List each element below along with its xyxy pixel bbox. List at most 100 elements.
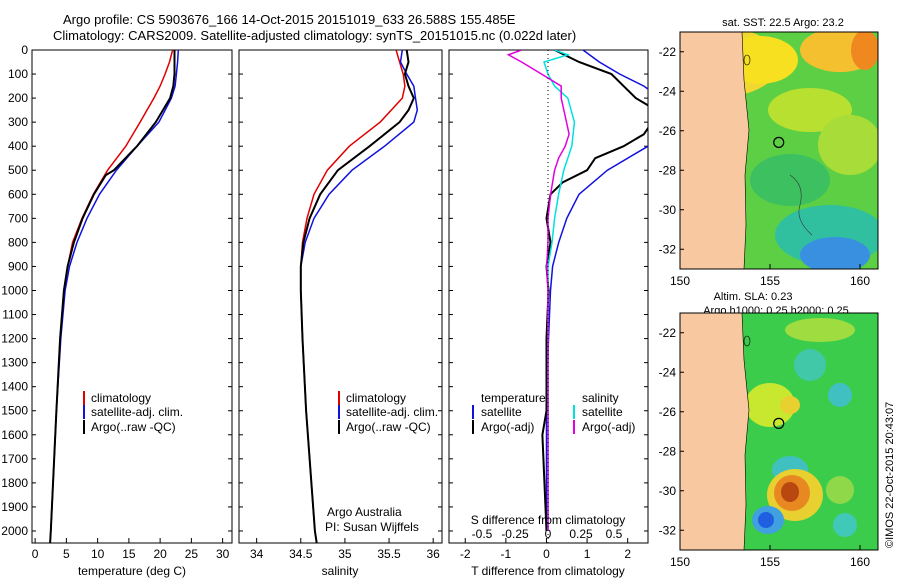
sst-bathymetry-contour <box>789 174 813 236</box>
sst-hot-spot <box>851 32 878 70</box>
map-lat-label: -28 <box>659 163 677 177</box>
sla-map-frame <box>679 312 879 551</box>
legend-t-argo-label: Argo(-adj) <box>481 420 534 434</box>
map-lat-label: -24 <box>659 84 677 98</box>
temperature-legend: climatology satellite-adj. clim. Argo(..… <box>83 391 183 434</box>
sst-map-frame <box>679 31 879 270</box>
x-tick-label: 34 <box>250 547 264 561</box>
sst-map <box>680 32 878 269</box>
temperature-panel-frame <box>31 49 233 544</box>
depth-tick-label: 600 <box>8 187 28 201</box>
x-tick-label: 20 <box>153 547 167 561</box>
depth-tick-label: 1800 <box>1 476 28 490</box>
depth-tick-label: 0 <box>21 43 28 57</box>
map-lat-label: -26 <box>659 405 677 419</box>
salinity-legend: climatology satellite-adj. clim. Argo(..… <box>338 391 438 434</box>
sst-cold-patch <box>800 237 870 269</box>
sst-green-patch <box>750 154 830 206</box>
sla-positive-north <box>785 318 855 342</box>
x-tick-label: 5 <box>63 547 70 561</box>
series-line-satellite-adj-clim- <box>49 50 180 543</box>
legend-satellite-label: satellite-adj. clim. <box>346 405 438 419</box>
sst-map-title: sat. SST: 22.5 Argo: 23.2 <box>722 17 844 29</box>
depth-tick-label: 900 <box>8 259 28 273</box>
map-lat-label: -24 <box>659 365 677 379</box>
depth-tick-label: 1400 <box>1 380 28 394</box>
series-line-salinity-argo-adj- <box>506 50 570 531</box>
depth-tick-label: 800 <box>8 235 28 249</box>
argo-location-marker <box>773 136 785 148</box>
sla-positive-west-core <box>780 396 800 414</box>
depth-tick-label: 1500 <box>1 404 28 418</box>
depth-tick-label: 100 <box>8 67 28 81</box>
map-lon-label: 155 <box>760 555 780 569</box>
depth-tick-label: 200 <box>8 91 28 105</box>
s-difference-axis-label: S difference from climatology <box>471 513 626 527</box>
depth-tick-label: 400 <box>8 139 28 153</box>
s-tick-label: 0.5 <box>606 527 623 541</box>
sla-eddy-core <box>781 482 799 502</box>
title-line-1: Argo profile: CS 5903676_166 14-Oct-2015… <box>63 12 516 27</box>
map-lon-label: 160 <box>850 555 870 569</box>
sla-negative-north <box>794 349 826 381</box>
depth-tick-label: 1900 <box>1 500 28 514</box>
x-tick-label: 15 <box>122 547 136 561</box>
series-line-argo-raw-qc- <box>49 50 176 543</box>
legend-s-argo-label: Argo(-adj) <box>582 420 635 434</box>
depth-tick-label: 1700 <box>1 452 28 466</box>
legend-t-satellite-label: satellite <box>481 405 522 419</box>
map-lat-label: -28 <box>659 444 677 458</box>
depth-tick-label: 2000 <box>1 524 28 538</box>
map-lon-label: 160 <box>850 274 870 288</box>
sst-australia-coast <box>680 32 750 269</box>
sla-negative-south <box>833 513 857 537</box>
depth-tick-label: 1600 <box>1 428 28 442</box>
x-tick-label: 35.5 <box>377 547 401 561</box>
s-tick-label: 0.25 <box>569 527 593 541</box>
difference-legend: temperature satellite Argo(-adj) salinit… <box>472 391 635 434</box>
depth-tick-label: 1300 <box>1 356 28 370</box>
x-tick-label: 34.5 <box>289 547 313 561</box>
depth-tick-label: 300 <box>8 115 28 129</box>
x-tick-label: 36 <box>426 547 440 561</box>
map-lat-label: -22 <box>659 45 677 59</box>
x-tick-label: 0 <box>32 547 39 561</box>
salinity-axis-label: salinity <box>322 564 359 578</box>
depth-tick-label: 1000 <box>1 283 28 297</box>
sla-positive-east <box>826 476 854 504</box>
legend-s-satellite-label: satellite <box>582 405 623 419</box>
legend-salinity-heading: salinity <box>582 391 619 405</box>
map-lat-label: -26 <box>659 124 677 138</box>
x-tick-label: 2 <box>624 547 631 561</box>
series-line-climatology <box>300 50 406 543</box>
series-line-argo-raw-qc- <box>299 50 415 543</box>
series-line-satellite-adj-clim- <box>300 50 419 543</box>
x-tick-label: -1 <box>501 547 512 561</box>
x-tick-label: -2 <box>460 547 471 561</box>
x-tick-label: 25 <box>185 547 199 561</box>
legend-climatology-label: climatology <box>346 391 406 405</box>
map-lat-label: -32 <box>659 242 677 256</box>
t-difference-axis-label: T difference from climatology <box>471 564 625 578</box>
sst-reef-outline <box>743 54 751 66</box>
sla-map-title: Altim. SLA: 0.23 <box>714 291 793 303</box>
argo-location-marker <box>773 417 785 429</box>
map-lat-label: -22 <box>659 326 677 340</box>
sla-positive-west <box>745 383 795 427</box>
title-line-2: Climatology: CARS2009. Satellite-adjuste… <box>53 28 577 43</box>
salinity-panel-frame <box>238 49 443 544</box>
depth-tick-label: 700 <box>8 211 28 225</box>
legend-climatology-label: climatology <box>91 391 151 405</box>
s-tick-label: -0.25 <box>501 527 529 541</box>
x-tick-label: 35 <box>338 547 352 561</box>
imos-watermark: ©IMOS 22-Oct-2015 20:43:07 <box>884 402 896 548</box>
series-line-temperature-satellite <box>545 50 648 531</box>
legend-argo-label: Argo(..raw -QC) <box>91 420 176 434</box>
legend-argo-label: Argo(..raw -QC) <box>346 420 431 434</box>
sla-reef-outline <box>743 335 751 347</box>
s-tick-label: -0.5 <box>472 527 493 541</box>
map-lon-label: 155 <box>760 274 780 288</box>
legend-satellite-label: satellite-adj. clim. <box>91 405 183 419</box>
pi-credit: PI: Susan Wijffels <box>325 520 419 534</box>
